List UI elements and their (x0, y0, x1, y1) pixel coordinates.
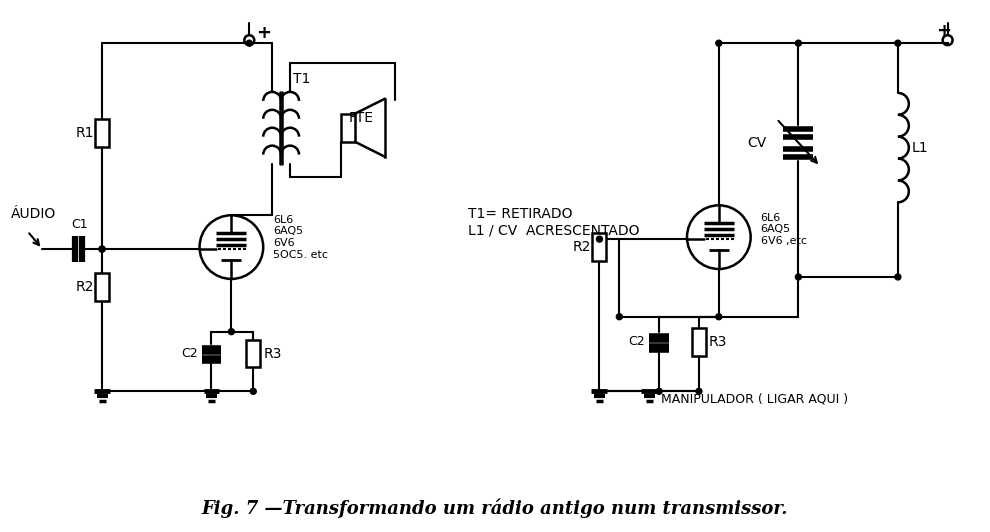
Text: 6L6
6AQ5
6V6 ,etc: 6L6 6AQ5 6V6 ,etc (760, 213, 807, 246)
Circle shape (247, 40, 252, 46)
Text: T1= RETIRADO
L1 / CV  ACRESCENTADO: T1= RETIRADO L1 / CV ACRESCENTADO (468, 207, 640, 237)
FancyBboxPatch shape (692, 328, 706, 355)
Circle shape (250, 388, 256, 394)
Text: CV: CV (747, 136, 766, 149)
Circle shape (99, 246, 105, 252)
Text: L1: L1 (912, 140, 929, 155)
Text: C2: C2 (629, 335, 645, 348)
FancyBboxPatch shape (247, 339, 260, 368)
Circle shape (696, 388, 702, 394)
Text: R2: R2 (573, 240, 591, 254)
Text: C1: C1 (71, 218, 87, 231)
Text: T1: T1 (293, 72, 311, 86)
Circle shape (617, 314, 623, 320)
Text: ÁUDIO: ÁUDIO (11, 207, 55, 221)
Text: FTE: FTE (348, 111, 373, 125)
Circle shape (229, 329, 235, 335)
Text: R3: R3 (263, 346, 281, 361)
Text: +: + (936, 22, 950, 40)
Text: R3: R3 (709, 335, 728, 348)
FancyBboxPatch shape (95, 119, 109, 147)
Circle shape (795, 274, 801, 280)
Text: R2: R2 (75, 280, 94, 294)
Circle shape (895, 274, 901, 280)
Circle shape (895, 40, 901, 46)
Circle shape (656, 388, 662, 394)
Circle shape (716, 40, 722, 46)
Circle shape (596, 236, 603, 242)
Circle shape (99, 246, 105, 252)
Circle shape (795, 40, 801, 46)
Text: +: + (256, 24, 271, 42)
FancyBboxPatch shape (95, 273, 109, 301)
Circle shape (716, 314, 722, 320)
Text: R1: R1 (75, 126, 94, 140)
Text: Fig. 7 —Transformando um rádio antigo num transmissor.: Fig. 7 —Transformando um rádio antigo nu… (202, 499, 788, 519)
Text: MANIPULADOR ( LIGAR AQUI ): MANIPULADOR ( LIGAR AQUI ) (661, 393, 848, 406)
Text: 6L6
6AQ5
6V6
5OC5. etc: 6L6 6AQ5 6V6 5OC5. etc (273, 215, 328, 260)
Bar (341, 114, 354, 142)
FancyBboxPatch shape (592, 233, 607, 261)
Text: C2: C2 (181, 347, 198, 360)
